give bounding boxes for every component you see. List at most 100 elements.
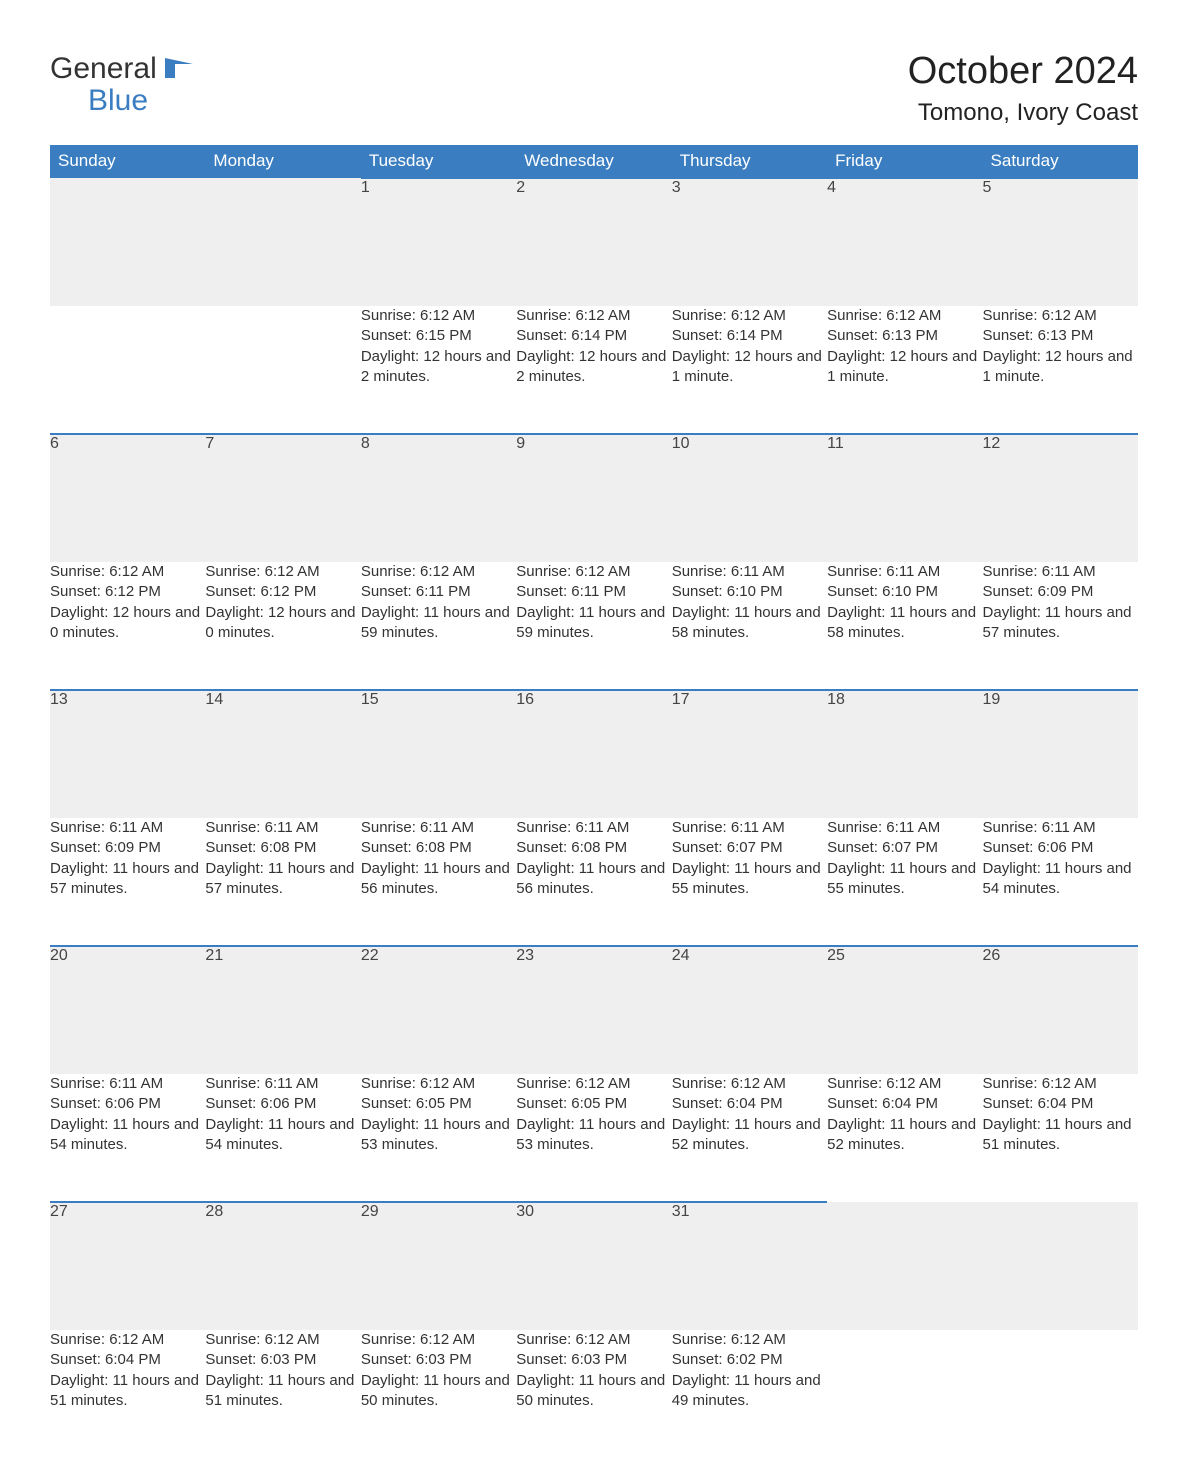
day-number-cell: 10 [672, 434, 827, 562]
daylight-line: Daylight: 11 hours and 57 minutes. [205, 859, 360, 900]
day-content-cell: Sunrise: 6:12 AMSunset: 6:12 PMDaylight:… [50, 562, 205, 690]
day-content-cell: Sunrise: 6:12 AMSunset: 6:14 PMDaylight:… [516, 306, 671, 434]
sunset-line: Sunset: 6:04 PM [827, 1094, 982, 1114]
daylight-line: Daylight: 11 hours and 51 minutes. [983, 1115, 1138, 1156]
sunrise-line: Sunrise: 6:11 AM [361, 818, 516, 838]
day-number-cell: 3 [672, 178, 827, 306]
sunrise-line: Sunrise: 6:12 AM [672, 1074, 827, 1094]
location: Tomono, Ivory Coast [908, 99, 1138, 127]
weekday-header: Wednesday [516, 145, 671, 178]
header: General Blue October 2024 Tomono, Ivory … [50, 50, 1138, 127]
day-content-cell: Sunrise: 6:12 AMSunset: 6:11 PMDaylight:… [361, 562, 516, 690]
sunrise-line: Sunrise: 6:12 AM [361, 1330, 516, 1350]
day-content-row: Sunrise: 6:11 AMSunset: 6:09 PMDaylight:… [50, 818, 1138, 946]
day-content-cell: Sunrise: 6:12 AMSunset: 6:13 PMDaylight:… [827, 306, 982, 434]
day-content-cell: Sunrise: 6:12 AMSunset: 6:03 PMDaylight:… [361, 1330, 516, 1458]
sunrise-line: Sunrise: 6:12 AM [50, 1330, 205, 1350]
daylight-line: Daylight: 12 hours and 1 minute. [672, 347, 827, 388]
day-content-row: Sunrise: 6:12 AMSunset: 6:12 PMDaylight:… [50, 562, 1138, 690]
day-number-cell: 29 [361, 1202, 516, 1330]
sunset-line: Sunset: 6:04 PM [50, 1350, 205, 1370]
daylight-line: Daylight: 12 hours and 2 minutes. [516, 347, 671, 388]
sunset-line: Sunset: 6:07 PM [672, 838, 827, 858]
daylight-line: Daylight: 11 hours and 58 minutes. [672, 603, 827, 644]
day-content-cell: Sunrise: 6:11 AMSunset: 6:09 PMDaylight:… [50, 818, 205, 946]
day-content-cell [827, 1330, 982, 1458]
day-number-cell: 4 [827, 178, 982, 306]
day-number-cell: 6 [50, 434, 205, 562]
day-number-cell: 31 [672, 1202, 827, 1330]
daylight-line: Daylight: 11 hours and 52 minutes. [672, 1115, 827, 1156]
sunset-line: Sunset: 6:04 PM [672, 1094, 827, 1114]
day-content-cell [983, 1330, 1138, 1458]
sunset-line: Sunset: 6:10 PM [672, 582, 827, 602]
sunrise-line: Sunrise: 6:12 AM [361, 1074, 516, 1094]
sunset-line: Sunset: 6:08 PM [516, 838, 671, 858]
daynum-row: 13141516171819 [50, 690, 1138, 818]
weekday-header: Tuesday [361, 145, 516, 178]
sunrise-line: Sunrise: 6:11 AM [205, 1074, 360, 1094]
sunset-line: Sunset: 6:04 PM [983, 1094, 1138, 1114]
day-number-cell: 28 [205, 1202, 360, 1330]
day-number-cell [827, 1202, 982, 1330]
daylight-line: Daylight: 11 hours and 51 minutes. [50, 1371, 205, 1412]
daylight-line: Daylight: 11 hours and 58 minutes. [827, 603, 982, 644]
day-content-cell: Sunrise: 6:12 AMSunset: 6:04 PMDaylight:… [50, 1330, 205, 1458]
sunset-line: Sunset: 6:12 PM [205, 582, 360, 602]
day-number-cell: 12 [983, 434, 1138, 562]
title-block: October 2024 Tomono, Ivory Coast [908, 50, 1138, 127]
brand-line1: General [50, 52, 157, 85]
day-content-cell: Sunrise: 6:11 AMSunset: 6:06 PMDaylight:… [205, 1074, 360, 1202]
daylight-line: Daylight: 11 hours and 53 minutes. [361, 1115, 516, 1156]
daylight-line: Daylight: 11 hours and 54 minutes. [205, 1115, 360, 1156]
daynum-row: 2728293031 [50, 1202, 1138, 1330]
calendar-table: SundayMondayTuesdayWednesdayThursdayFrid… [50, 145, 1138, 1458]
day-content-cell: Sunrise: 6:11 AMSunset: 6:08 PMDaylight:… [205, 818, 360, 946]
daylight-line: Daylight: 12 hours and 1 minute. [827, 347, 982, 388]
day-number-cell: 19 [983, 690, 1138, 818]
sunset-line: Sunset: 6:13 PM [983, 326, 1138, 346]
day-number-cell: 9 [516, 434, 671, 562]
sunset-line: Sunset: 6:06 PM [50, 1094, 205, 1114]
day-number-cell: 26 [983, 946, 1138, 1074]
sunrise-line: Sunrise: 6:11 AM [983, 562, 1138, 582]
daylight-line: Daylight: 12 hours and 0 minutes. [205, 603, 360, 644]
sunset-line: Sunset: 6:11 PM [361, 582, 516, 602]
sunrise-line: Sunrise: 6:11 AM [516, 818, 671, 838]
sunrise-line: Sunrise: 6:12 AM [827, 306, 982, 326]
sunset-line: Sunset: 6:06 PM [205, 1094, 360, 1114]
weekday-header: Monday [205, 145, 360, 178]
sunrise-line: Sunrise: 6:12 AM [361, 306, 516, 326]
daylight-line: Daylight: 12 hours and 1 minute. [983, 347, 1138, 388]
sunrise-line: Sunrise: 6:12 AM [516, 1330, 671, 1350]
sunset-line: Sunset: 6:14 PM [516, 326, 671, 346]
day-content-cell: Sunrise: 6:12 AMSunset: 6:14 PMDaylight:… [672, 306, 827, 434]
day-content-cell: Sunrise: 6:11 AMSunset: 6:09 PMDaylight:… [983, 562, 1138, 690]
sunrise-line: Sunrise: 6:12 AM [672, 1330, 827, 1350]
daylight-line: Daylight: 11 hours and 49 minutes. [672, 1371, 827, 1412]
day-content-cell: Sunrise: 6:12 AMSunset: 6:03 PMDaylight:… [205, 1330, 360, 1458]
day-content-cell: Sunrise: 6:11 AMSunset: 6:06 PMDaylight:… [50, 1074, 205, 1202]
day-content-cell: Sunrise: 6:11 AMSunset: 6:06 PMDaylight:… [983, 818, 1138, 946]
day-number-cell: 8 [361, 434, 516, 562]
daylight-line: Daylight: 11 hours and 57 minutes. [50, 859, 205, 900]
daylight-line: Daylight: 11 hours and 52 minutes. [827, 1115, 982, 1156]
sunrise-line: Sunrise: 6:11 AM [672, 818, 827, 838]
weekday-header: Saturday [983, 145, 1138, 178]
brand-text: General Blue [50, 50, 193, 116]
day-number-cell: 5 [983, 178, 1138, 306]
day-content-cell: Sunrise: 6:12 AMSunset: 6:03 PMDaylight:… [516, 1330, 671, 1458]
day-content-cell: Sunrise: 6:12 AMSunset: 6:04 PMDaylight:… [983, 1074, 1138, 1202]
sunset-line: Sunset: 6:13 PM [827, 326, 982, 346]
daylight-line: Daylight: 11 hours and 51 minutes. [205, 1371, 360, 1412]
sunset-line: Sunset: 6:06 PM [983, 838, 1138, 858]
day-number-cell: 16 [516, 690, 671, 818]
daylight-line: Daylight: 11 hours and 54 minutes. [50, 1115, 205, 1156]
day-number-cell: 22 [361, 946, 516, 1074]
sunset-line: Sunset: 6:03 PM [361, 1350, 516, 1370]
daynum-row: 20212223242526 [50, 946, 1138, 1074]
day-number-cell: 2 [516, 178, 671, 306]
sunrise-line: Sunrise: 6:12 AM [983, 306, 1138, 326]
sunset-line: Sunset: 6:14 PM [672, 326, 827, 346]
sunrise-line: Sunrise: 6:12 AM [516, 1074, 671, 1094]
